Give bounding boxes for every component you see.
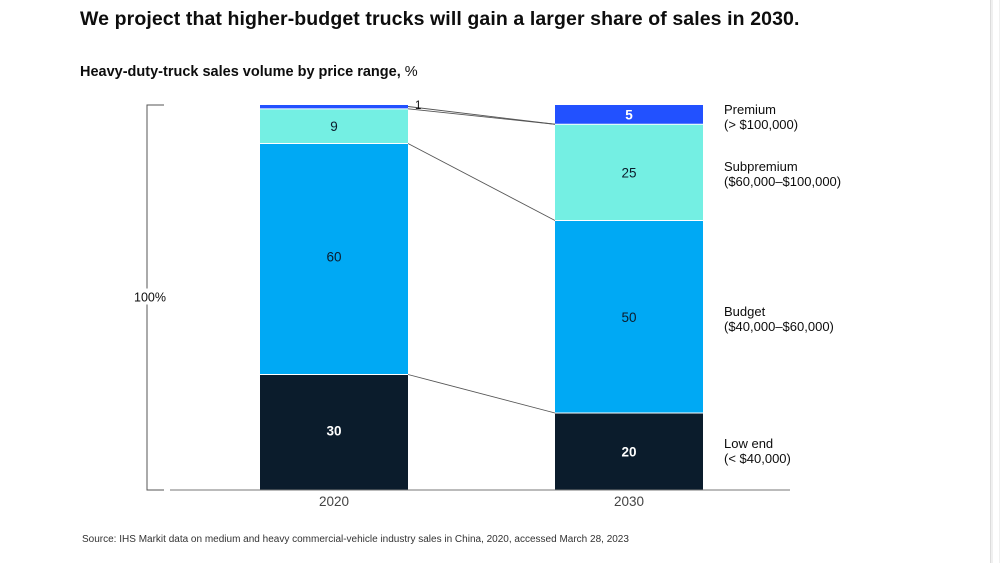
- legend-range: ($60,000–$100,000): [724, 174, 841, 189]
- legend-name: Low end: [724, 436, 773, 451]
- bar-segment: [260, 108, 408, 144]
- data-label-outside: 1: [415, 100, 421, 112]
- bar-segment: [260, 143, 408, 375]
- bar-segment: [260, 374, 408, 490]
- bar-segment: [555, 413, 703, 490]
- scrollbar-track[interactable]: [990, 0, 1000, 563]
- legend-name: Premium: [724, 102, 776, 117]
- x-tick-label: 2020: [319, 494, 349, 509]
- chart-subtitle: Heavy-duty-truck sales volume by price r…: [80, 64, 418, 80]
- data-label: 5: [625, 108, 633, 123]
- bar-segment: [555, 220, 703, 413]
- legend-range: (< $40,000): [724, 451, 791, 466]
- scrollbar-thumb[interactable]: [993, 0, 999, 563]
- bar-segment: [555, 105, 703, 125]
- data-label: 60: [326, 250, 341, 265]
- chart-title: We project that higher-budget trucks wil…: [80, 8, 800, 30]
- data-label: 50: [621, 310, 636, 325]
- x-tick-label: 2030: [614, 494, 644, 509]
- data-label: 9: [330, 119, 338, 134]
- data-label: 20: [621, 445, 636, 460]
- unit-label: %: [404, 64, 418, 80]
- source-note: Source: IHS Markit data on medium and he…: [82, 534, 629, 545]
- connector-line: [407, 143, 556, 221]
- legend-range: ($40,000–$60,000): [724, 319, 834, 334]
- data-label: 30: [326, 424, 341, 439]
- legend-name: Subpremium: [724, 159, 798, 174]
- total-label: 100%: [134, 291, 166, 305]
- legend-range: (> $100,000): [724, 117, 798, 132]
- data-label: 25: [621, 165, 636, 180]
- subtitle-text: Heavy-duty-truck sales volume by price r…: [80, 64, 401, 80]
- bar-segment: [555, 124, 703, 221]
- total-label-bg: [128, 288, 172, 305]
- bar-segment: [260, 105, 408, 109]
- connector-line: [407, 106, 556, 125]
- legend-name: Budget: [724, 304, 766, 319]
- connector-line: [407, 374, 556, 414]
